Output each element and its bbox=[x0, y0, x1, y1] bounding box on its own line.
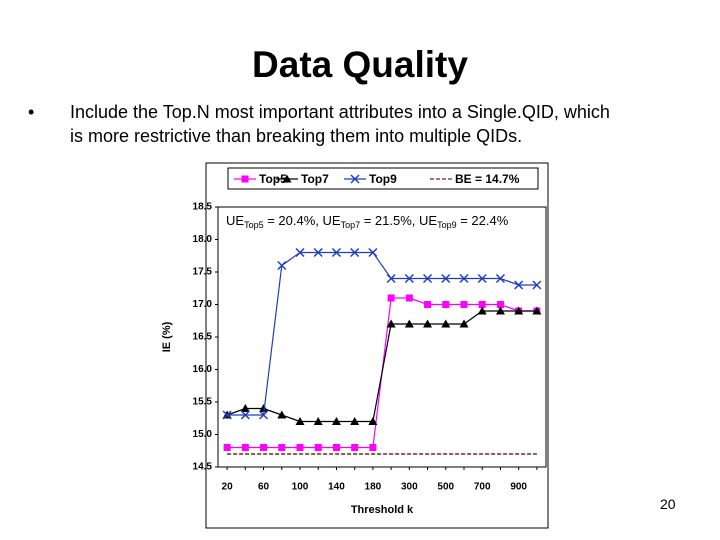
y-tick-label: 17.5 bbox=[193, 267, 213, 278]
marker bbox=[314, 444, 322, 451]
marker bbox=[442, 301, 450, 308]
marker bbox=[350, 174, 360, 184]
marker bbox=[386, 273, 396, 284]
annotation-part: UE bbox=[226, 213, 244, 228]
marker bbox=[459, 319, 469, 328]
y-tick-label: 16.0 bbox=[193, 364, 213, 375]
annotation-part: Top9 bbox=[437, 220, 457, 230]
marker bbox=[295, 247, 305, 258]
x-tick-label: 20 bbox=[222, 482, 234, 493]
y-tick-label: 14.5 bbox=[193, 462, 213, 473]
marker bbox=[277, 260, 287, 271]
legend-label: Top7 bbox=[301, 172, 329, 186]
marker bbox=[260, 444, 268, 451]
annotation-part: Top5 bbox=[244, 220, 264, 230]
marker bbox=[369, 444, 377, 451]
marker bbox=[222, 410, 232, 420]
marker bbox=[459, 273, 469, 284]
marker bbox=[368, 247, 378, 258]
x-tick-label: 180 bbox=[365, 482, 382, 493]
marker bbox=[241, 175, 249, 183]
legend-label: Top9 bbox=[369, 172, 397, 186]
marker bbox=[514, 280, 524, 290]
x-tick-label: 500 bbox=[437, 482, 454, 493]
marker bbox=[313, 247, 323, 258]
x-tick-label: 700 bbox=[474, 482, 491, 493]
marker bbox=[441, 319, 451, 328]
x-tick-label: 300 bbox=[401, 482, 418, 493]
marker bbox=[277, 410, 287, 419]
annotation-part: = 20.4%, UE bbox=[264, 213, 341, 228]
marker bbox=[259, 410, 269, 420]
marker bbox=[404, 319, 414, 328]
bullet-line: Include the Top.N most important attribu… bbox=[70, 102, 610, 122]
marker bbox=[386, 319, 396, 328]
marker bbox=[478, 301, 486, 308]
y-tick-label: 18.0 bbox=[193, 234, 213, 245]
marker bbox=[496, 301, 504, 308]
marker bbox=[477, 273, 487, 284]
y-axis-label: IE (%) bbox=[161, 321, 173, 352]
marker bbox=[351, 444, 359, 451]
marker bbox=[477, 306, 487, 315]
y-tick-label: 18.5 bbox=[193, 202, 213, 213]
annotation-part: = 21.5%, UE bbox=[360, 213, 437, 228]
marker bbox=[368, 417, 378, 425]
x-axis-label: Threshold k bbox=[351, 504, 414, 516]
slide-title: Data Quality bbox=[252, 44, 468, 85]
legend-label: Top5 bbox=[259, 172, 287, 186]
annotation: UETop5 = 20.4%, UETop7 = 21.5%, UETop9 =… bbox=[226, 213, 509, 230]
marker bbox=[332, 444, 340, 451]
marker bbox=[441, 273, 451, 284]
y-tick-label: 15.5 bbox=[193, 397, 213, 408]
bullet-dot: • bbox=[28, 102, 35, 122]
marker bbox=[241, 444, 249, 451]
x-tick-label: 900 bbox=[510, 482, 527, 493]
y-tick-label: 17.0 bbox=[193, 299, 213, 310]
page-number: 20 bbox=[660, 496, 676, 512]
marker bbox=[259, 404, 269, 412]
series-line bbox=[226, 310, 537, 423]
marker bbox=[295, 417, 305, 425]
x-tick-label: 60 bbox=[258, 482, 270, 493]
y-tick-label: 16.5 bbox=[193, 332, 213, 343]
marker bbox=[278, 444, 286, 451]
marker bbox=[514, 306, 524, 315]
marker bbox=[350, 247, 360, 258]
marker bbox=[282, 174, 292, 183]
marker bbox=[350, 417, 360, 425]
annotation-part: = 22.4% bbox=[457, 213, 509, 228]
annotation-part: Top7 bbox=[341, 220, 361, 230]
legend-box bbox=[227, 167, 539, 190]
marker bbox=[424, 301, 432, 308]
marker bbox=[223, 444, 231, 451]
marker bbox=[532, 306, 542, 315]
x-tick-label: 140 bbox=[328, 482, 345, 493]
marker bbox=[423, 273, 433, 284]
y-tick-label: 15.0 bbox=[193, 429, 213, 440]
marker bbox=[423, 319, 433, 328]
x-tick-label: 100 bbox=[292, 482, 309, 493]
marker bbox=[460, 301, 468, 308]
bullet: • Include the Top.N most important attri… bbox=[28, 100, 610, 148]
marker bbox=[495, 273, 505, 284]
marker bbox=[405, 294, 413, 302]
marker bbox=[296, 444, 304, 451]
marker bbox=[240, 404, 250, 412]
series-line bbox=[227, 251, 537, 416]
marker bbox=[387, 294, 395, 302]
marker bbox=[532, 280, 542, 290]
marker bbox=[313, 417, 323, 425]
marker bbox=[240, 410, 250, 420]
marker bbox=[495, 306, 505, 315]
marker bbox=[404, 273, 414, 284]
legend-label: BE = 14.7% bbox=[455, 172, 520, 186]
bullet-line: is more restrictive than breaking them i… bbox=[70, 126, 523, 146]
marker bbox=[331, 247, 341, 258]
marker bbox=[331, 417, 341, 425]
